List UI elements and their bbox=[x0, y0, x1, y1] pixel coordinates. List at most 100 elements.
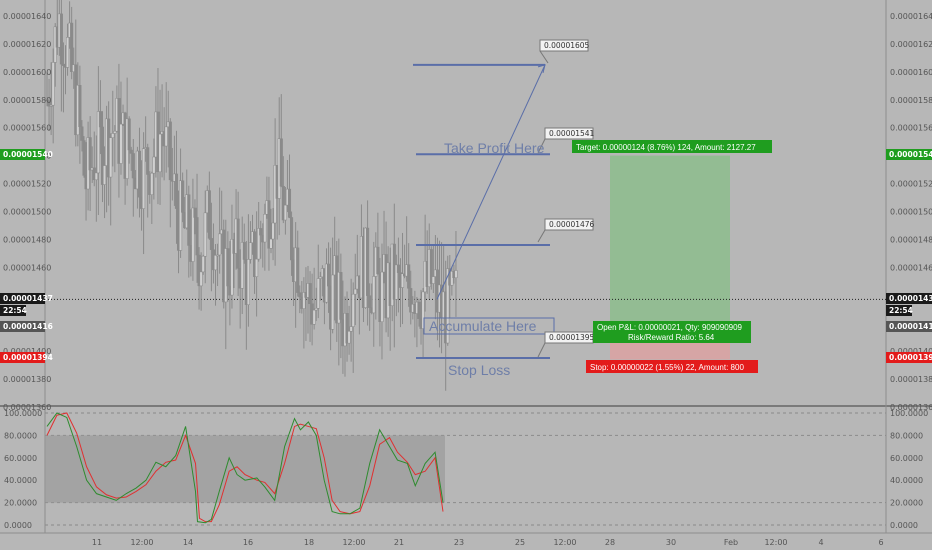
svg-text:Open P&L: 0.00000021, Qty: 909: Open P&L: 0.00000021, Qty: 909090909 bbox=[597, 323, 743, 332]
stop-box[interactable]: Stop: 0.00000022 (1.55%) 22, Amount: 800 bbox=[586, 360, 758, 373]
time-tick: Feb bbox=[724, 538, 738, 547]
svg-text:0.00001437: 0.00001437 bbox=[3, 294, 53, 303]
candle-body bbox=[158, 133, 162, 173]
svg-text:Risk/Reward Ratio: 5.64: Risk/Reward Ratio: 5.64 bbox=[628, 333, 715, 342]
price-tick-left: 0.00001580 bbox=[3, 96, 51, 105]
price-tick-left: 0.00001560 bbox=[3, 124, 51, 133]
svg-text:22:54: 22:54 bbox=[889, 306, 913, 315]
price-tick-left: 0.00001460 bbox=[3, 263, 51, 272]
callout-leader bbox=[539, 50, 549, 64]
callout-1605[interactable]: 0.00001605 bbox=[539, 39, 590, 52]
stop-loss-text: Stop Loss bbox=[448, 362, 510, 378]
candle-body bbox=[209, 238, 213, 250]
price-tick-left: 0.00001360 bbox=[3, 403, 51, 412]
candle-body bbox=[269, 238, 273, 249]
time-tick: 12:00 bbox=[764, 538, 787, 547]
price-tick-left: 0.00001520 bbox=[3, 180, 51, 189]
osc-tick-right: 40.0000 bbox=[890, 476, 923, 485]
candle-body bbox=[380, 271, 384, 322]
candle-body bbox=[96, 111, 100, 174]
last-price-tag-right: 0.00001437 bbox=[886, 293, 932, 304]
time-tick: 12:00 bbox=[553, 538, 576, 547]
candle-body bbox=[353, 288, 357, 295]
candle-body bbox=[339, 272, 343, 320]
stochastic-series bbox=[45, 412, 445, 524]
stoch-band bbox=[45, 435, 445, 503]
svg-text:0.00001541: 0.00001541 bbox=[549, 129, 595, 138]
candle-body bbox=[142, 148, 146, 209]
price-tick-left: 0.00001600 bbox=[3, 68, 51, 77]
candle-body bbox=[197, 254, 201, 287]
price-tick-left: 0.00001400 bbox=[3, 347, 51, 356]
candle-body bbox=[201, 255, 205, 273]
price-tick-right: 0.00001560 bbox=[890, 124, 932, 133]
stop-tag-right: 0.00001394 bbox=[886, 352, 932, 363]
axis-labels: 0.000016400.000016400.000016200.00001620… bbox=[3, 12, 932, 547]
price-tick-right: 0.00001500 bbox=[890, 207, 932, 216]
candle-body bbox=[296, 247, 300, 293]
candle-body bbox=[394, 264, 398, 300]
osc-tick-left: 60.0000 bbox=[4, 454, 37, 463]
candle-body bbox=[242, 242, 246, 260]
countdown-tag-left: 22:54 bbox=[0, 305, 27, 316]
candle-body bbox=[271, 222, 275, 240]
candle-body bbox=[216, 254, 220, 257]
candle-body bbox=[316, 278, 320, 309]
candle-body bbox=[181, 180, 185, 213]
candle-body bbox=[193, 207, 197, 218]
accumulate-box[interactable] bbox=[423, 317, 555, 335]
osc-tick-right: 100.0000 bbox=[890, 409, 928, 418]
time-tick: 28 bbox=[605, 538, 615, 547]
svg-text:Stop: 0.00000022 (1.55%) 22, A: Stop: 0.00000022 (1.55%) 22, Amount: 800 bbox=[590, 363, 744, 372]
candle-body bbox=[376, 246, 380, 275]
price-pane[interactable] bbox=[45, 0, 886, 405]
svg-text:0.00001394: 0.00001394 bbox=[889, 353, 932, 362]
callout-1476[interactable]: 0.00001476 bbox=[544, 218, 595, 231]
time-tick: 11 bbox=[92, 538, 102, 547]
candle-body bbox=[351, 293, 355, 327]
target-box[interactable]: Target: 0.00000124 (8.76%) 124, Amount: … bbox=[572, 140, 772, 153]
callout-1395[interactable]: 0.00001395 bbox=[544, 331, 595, 344]
candlestick-series bbox=[45, 0, 458, 391]
osc-tick-left: 100.0000 bbox=[4, 409, 42, 418]
candle-body bbox=[308, 283, 312, 304]
candle-body bbox=[368, 295, 372, 308]
price-tick-right: 0.00001400 bbox=[890, 347, 932, 356]
open-pl-box[interactable]: Open P&L: 0.00000021, Qty: 909090909 Ris… bbox=[593, 321, 751, 343]
candle-body bbox=[372, 276, 376, 314]
time-tick: 14 bbox=[183, 538, 193, 547]
svg-text:Target: 0.00000124 (8.76%) 124: Target: 0.00000124 (8.76%) 124, Amount: … bbox=[576, 143, 756, 152]
price-tick-left: 0.00001380 bbox=[3, 375, 51, 384]
osc-tick-right: 60.0000 bbox=[890, 454, 923, 463]
svg-text:0.00001416: 0.00001416 bbox=[889, 322, 932, 331]
countdown-tag-right: 22:54 bbox=[886, 305, 913, 316]
candle-body bbox=[417, 301, 421, 319]
candle-body bbox=[47, 100, 51, 107]
candle-body bbox=[137, 150, 142, 198]
osc-tick-left: 40.0000 bbox=[4, 476, 37, 485]
callout-leader bbox=[537, 342, 546, 358]
callout-1541[interactable]: 0.00001541 bbox=[544, 127, 595, 140]
candle-body bbox=[174, 173, 179, 209]
open-price-tag-right: 0.00001416 bbox=[886, 321, 932, 332]
candle-body bbox=[191, 207, 195, 262]
candle-body bbox=[100, 126, 105, 185]
candle-body bbox=[51, 62, 55, 106]
price-tick-right: 0.00001640 bbox=[890, 12, 932, 21]
svg-text:0.00001605: 0.00001605 bbox=[544, 41, 590, 50]
svg-text:0.00001437: 0.00001437 bbox=[889, 294, 932, 303]
time-tick: 25 bbox=[515, 538, 525, 547]
price-tick-right: 0.00001580 bbox=[890, 96, 932, 105]
svg-text:0.00001540: 0.00001540 bbox=[3, 150, 53, 159]
candle-body bbox=[82, 140, 86, 176]
candle-body bbox=[127, 118, 131, 151]
candle-body bbox=[70, 22, 74, 72]
candle-body bbox=[312, 309, 316, 325]
level-lines[interactable] bbox=[413, 50, 550, 360]
candle-body bbox=[318, 276, 322, 279]
candle-body bbox=[49, 104, 53, 107]
candle-body bbox=[102, 165, 107, 185]
profit-zone bbox=[610, 155, 730, 329]
candle-body bbox=[195, 217, 199, 256]
